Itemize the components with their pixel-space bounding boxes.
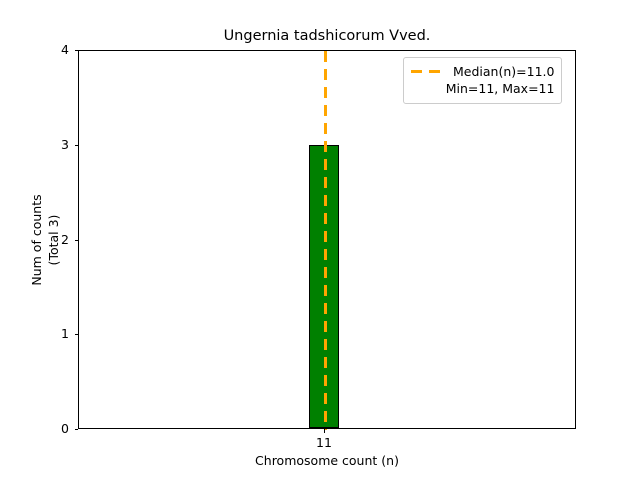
x-tick-label-11: 11 [316,435,332,450]
x-axis-label: Chromosome count (n) [255,453,399,468]
median-line [323,51,327,430]
y-tick-label-2: 2 [61,231,69,247]
page-title: Ungernia tadshicorum Vved. [223,28,431,44]
legend: Median(n)=11.0 Min=11, Max=11 [403,57,563,104]
y-tick-label-1: 1 [61,326,69,342]
y-tick-label-0: 0 [61,421,69,436]
legend-label-median: Median(n)=11.0 [453,64,555,79]
y-tick-mark-4 [74,50,79,52]
y-tick-mark-0 [74,429,79,431]
y-tick-label-3: 3 [61,136,69,152]
legend-label-minmax: Min=11, Max=11 [445,81,555,96]
legend-row-minmax: Min=11, Max=11 [411,80,555,97]
y-tick-mark-1 [74,334,79,336]
dashed-line-icon [411,63,444,80]
y-tick-mark-3 [74,144,79,146]
y-tick-mark-2 [74,239,79,241]
x-tick-mark-11 [324,429,326,433]
plot-area [78,50,576,430]
legend-row-median: Median(n)=11.0 [411,63,554,80]
y-axis-label: Num of counts [29,193,44,286]
y-axis-label-total: (Total 3) [46,214,61,265]
y-tick-label-4: 4 [61,42,69,57]
